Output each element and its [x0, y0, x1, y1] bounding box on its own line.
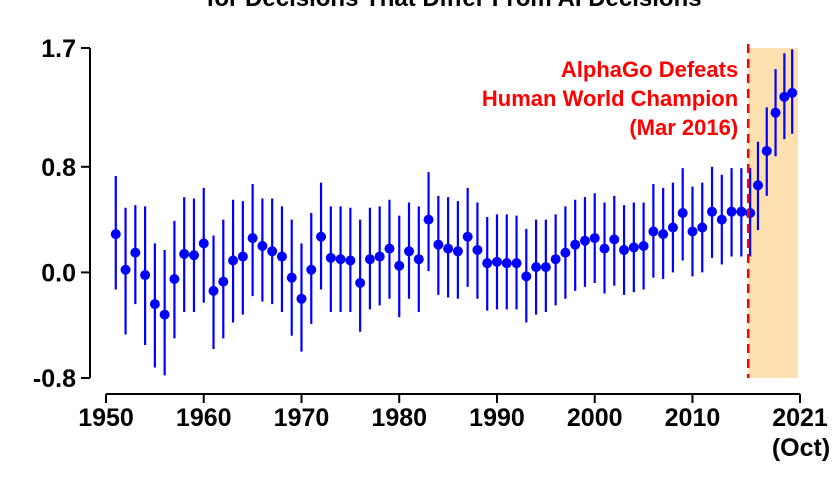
data-point	[384, 243, 395, 254]
data-points	[110, 87, 798, 320]
data-point	[707, 206, 718, 217]
data-point	[472, 244, 483, 255]
data-point	[188, 250, 199, 261]
data-point	[511, 258, 522, 269]
data-point	[110, 229, 121, 240]
data-point	[521, 271, 532, 282]
data-point	[609, 234, 620, 245]
x-tick-label: 2021	[772, 404, 828, 432]
data-point	[267, 246, 278, 257]
y-tick-label: -0.8	[33, 365, 76, 393]
data-point	[560, 247, 571, 258]
data-point	[761, 145, 772, 156]
data-point	[325, 252, 336, 263]
data-point	[120, 264, 131, 275]
data-point	[179, 248, 190, 259]
annotation-line: AlphaGo Defeats	[561, 57, 738, 82]
data-point	[149, 299, 160, 310]
data-point	[658, 229, 669, 240]
data-point	[452, 246, 463, 257]
data-point	[306, 264, 317, 275]
data-point	[443, 243, 454, 254]
x-tick-label: 1970	[274, 404, 330, 432]
data-point	[345, 255, 356, 266]
data-point	[355, 277, 366, 288]
data-point	[579, 235, 590, 246]
data-point	[716, 214, 727, 225]
data-point	[257, 241, 268, 251]
axes: 1950 1960 1970 1980 1990 2000 2010 2021(Oct) -0.…	[33, 35, 830, 462]
annotation-line: (Mar 2016)	[629, 115, 738, 140]
x-tick-label: 2000	[567, 404, 623, 432]
data-point	[296, 293, 307, 304]
data-point	[247, 233, 258, 244]
data-point	[228, 255, 239, 266]
chart-title: for Decisions That Differ From AI Decisi…	[206, 0, 701, 12]
data-point	[677, 208, 688, 218]
data-point	[638, 241, 649, 251]
data-point	[413, 254, 424, 265]
data-point	[589, 233, 600, 244]
data-point	[628, 242, 639, 253]
data-point	[501, 258, 512, 269]
data-point	[433, 239, 444, 250]
data-point	[316, 231, 327, 242]
data-point	[687, 226, 698, 237]
y-tick-label: 0.0	[41, 259, 76, 287]
data-point	[169, 274, 180, 284]
data-point	[462, 231, 473, 242]
data-point	[491, 256, 502, 267]
data-point	[482, 258, 493, 269]
data-point	[540, 262, 551, 273]
data-point	[335, 254, 346, 265]
data-point	[736, 206, 747, 217]
data-point	[531, 262, 542, 273]
annotation: AlphaGo Defeats Human World Champion (Mar …	[482, 57, 738, 140]
data-point	[787, 87, 798, 98]
data-point	[208, 285, 219, 296]
x-tick-label: 1950	[78, 404, 134, 432]
x-tick-label: 1980	[371, 404, 427, 432]
data-point	[667, 222, 678, 233]
annotation-line: Human World Champion	[482, 86, 738, 111]
data-point	[394, 260, 405, 271]
x-tick-label: 1990	[469, 404, 525, 432]
x-tick-label: 2010	[665, 404, 721, 432]
data-point	[140, 270, 151, 281]
data-point	[726, 206, 737, 217]
data-point	[599, 243, 610, 254]
data-point	[648, 226, 659, 237]
shaded-region	[748, 48, 799, 378]
data-point	[276, 251, 287, 262]
data-point	[423, 214, 434, 225]
data-point	[198, 238, 209, 249]
x-tick-label: 1960	[176, 404, 232, 432]
data-point	[570, 239, 581, 250]
data-point	[745, 208, 756, 218]
data-point	[619, 244, 630, 255]
data-point	[364, 254, 375, 265]
x-tick-sublabel: (Oct)	[772, 434, 830, 462]
data-point	[404, 246, 415, 257]
data-point	[130, 247, 141, 258]
y-tick-label: 1.7	[41, 35, 76, 63]
data-point	[697, 222, 708, 233]
data-point	[779, 91, 790, 102]
data-point	[286, 272, 297, 283]
data-point	[237, 251, 248, 262]
data-point	[159, 309, 170, 320]
data-point	[374, 251, 385, 262]
y-tick-label: 0.8	[41, 154, 76, 182]
highlight-region	[748, 48, 799, 378]
data-point	[218, 276, 229, 287]
data-point	[770, 107, 781, 118]
data-point	[550, 254, 561, 265]
data-point	[752, 180, 763, 191]
